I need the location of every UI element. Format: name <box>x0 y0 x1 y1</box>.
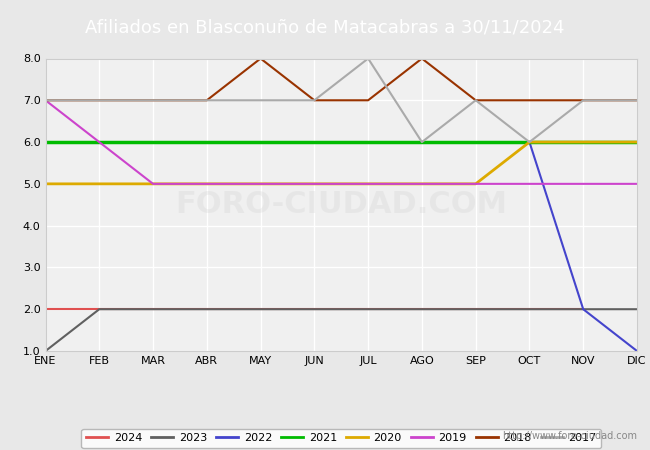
Legend: 2024, 2023, 2022, 2021, 2020, 2019, 2018, 2017: 2024, 2023, 2022, 2021, 2020, 2019, 2018… <box>81 429 601 448</box>
Text: http://www.foro-ciudad.com: http://www.foro-ciudad.com <box>502 431 637 441</box>
Text: Afiliados en Blasconuño de Matacabras a 30/11/2024: Afiliados en Blasconuño de Matacabras a … <box>85 18 565 36</box>
Text: FORO-CIUDAD.COM: FORO-CIUDAD.COM <box>176 190 507 219</box>
